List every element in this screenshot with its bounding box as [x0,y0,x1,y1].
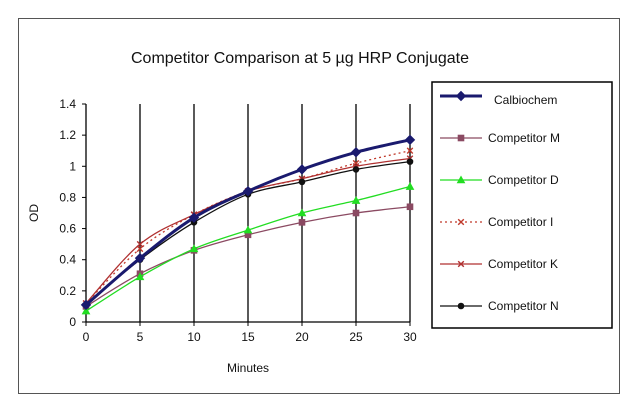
data-point [406,158,414,165]
data-point [135,272,145,281]
y-tick-label: 0 [69,315,76,329]
data-point [352,209,360,217]
legend-item: Competitor I [440,215,553,229]
legend-item: Competitor D [440,173,559,187]
x-tick-label: 10 [187,330,201,344]
legend-box [431,81,613,329]
marker-stroke [457,260,465,268]
marker-stroke [406,147,414,155]
legend-item: Competitor N [440,299,559,313]
grid [139,104,411,322]
data-point [457,218,465,226]
y-tick-label: 0.2 [59,284,76,298]
data-point [298,219,306,226]
legend-label: Competitor D [488,173,559,187]
data-point [188,212,200,223]
data-point [80,299,92,311]
x-axis-title: Minutes [227,361,269,375]
x-tick-label: 30 [403,330,417,344]
data-point [406,203,414,211]
marker-stroke [457,218,465,226]
legend-label: Competitor K [488,257,558,271]
legend-item: Competitor M [440,131,560,145]
data-point [406,147,414,155]
data-point [457,302,465,310]
y-tick-label: 1.2 [59,128,76,142]
y-tick-label: 0.8 [59,190,76,204]
data-point [243,225,253,234]
series-layer [80,134,416,315]
x-tick-label: 5 [137,330,144,344]
x-tick-label: 25 [349,330,363,344]
x-tick-label: 20 [295,330,309,344]
legend-label: Competitor I [488,215,553,229]
legend: Calbiochem Competitor M Competitor D Compet… [431,81,613,329]
data-point [296,164,308,175]
data-point [297,208,307,217]
x-tick-label: 15 [241,330,255,344]
data-point [136,240,144,248]
data-point [189,244,199,253]
data-point [242,185,254,197]
data-point [298,178,306,186]
legend-item: Calbiochem [440,90,557,107]
data-point [457,134,465,142]
data-point [350,147,362,158]
y-tick-label: 0.4 [59,253,76,267]
chart-title: Competitor Comparison at 5 µg HRP Conjug… [131,50,469,67]
y-axis-title: OD [27,204,41,222]
data-point [455,90,467,102]
data-point [457,260,465,268]
y-tick-label: 0.6 [59,222,76,236]
y-tick-label: 1 [69,159,76,173]
legend-label: Competitor N [488,299,559,313]
data-point [456,175,466,184]
data-point [352,166,360,173]
data-point [404,134,416,146]
legend-label: Competitor M [488,131,560,145]
series-calbiochem [80,134,416,311]
data-point [405,181,415,190]
y-tick-label: 1.4 [59,97,76,111]
data-point [81,306,91,315]
data-point [351,196,361,204]
data-point [134,252,146,264]
x-tick-label: 0 [83,330,90,344]
axes: 0 0.2 0.4 0.6 0.8 1 1.2 1.4 0 5 10 15 20 25 30 [59,97,417,344]
marker-stroke [136,240,144,248]
series-competitor-d [81,181,415,315]
legend-label: Calbiochem [494,93,557,107]
legend-item: Competitor K [440,257,558,271]
